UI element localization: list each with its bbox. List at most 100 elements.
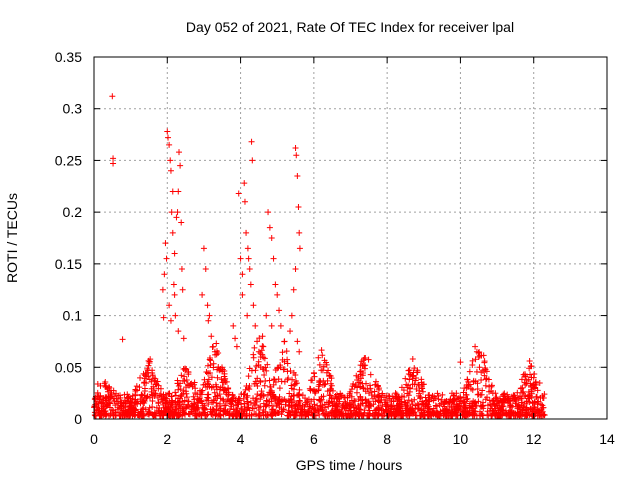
noise-point (358, 412, 365, 419)
noise-point (216, 366, 223, 373)
noise-point (422, 394, 429, 401)
noise-point (242, 386, 249, 393)
noise-point (220, 411, 227, 418)
noise-point (321, 357, 328, 364)
noise-point (356, 406, 363, 413)
noise-point (512, 400, 519, 407)
noise-point (326, 387, 333, 394)
data-point (360, 357, 367, 364)
noise-point (241, 400, 248, 407)
data-point (169, 188, 176, 195)
noise-point (251, 380, 258, 387)
noise-point (500, 396, 507, 403)
noise-point (201, 376, 208, 383)
y-tick-label: 0.1 (63, 308, 83, 324)
noise-point (133, 383, 140, 390)
noise-point (112, 402, 119, 409)
data-point (409, 356, 416, 363)
noise-point (367, 371, 374, 378)
noise-point (308, 377, 315, 384)
noise-point (134, 398, 141, 405)
noise-point (261, 355, 268, 362)
noise-point (476, 364, 483, 371)
data-point (281, 338, 288, 345)
noise-point (342, 400, 349, 407)
y-tick-label: 0.15 (55, 256, 82, 272)
noise-point (244, 392, 251, 399)
noise-point (258, 388, 265, 395)
noise-point (365, 356, 372, 363)
noise-point (100, 404, 107, 411)
noise-point (302, 399, 309, 406)
x-tick-label: 4 (237, 431, 245, 447)
noise-point (122, 400, 129, 407)
noise-point (353, 411, 360, 418)
noise-point (465, 382, 472, 389)
noise-point (344, 412, 351, 419)
noise-point (521, 392, 528, 399)
x-axis-label: GPS time / hours (296, 457, 403, 473)
noise-point (395, 408, 402, 415)
noise-point (363, 380, 370, 387)
noise-point (395, 394, 402, 401)
noise-point (160, 391, 167, 398)
noise-point (205, 401, 212, 408)
noise-point (379, 402, 386, 409)
noise-point (407, 371, 414, 378)
data-point (166, 141, 173, 148)
noise-point (472, 356, 479, 363)
noise-point (143, 380, 150, 387)
noise-point (125, 412, 132, 419)
noise-point (529, 411, 536, 418)
noise-point (493, 394, 500, 401)
noise-point (288, 385, 295, 392)
noise-point (519, 399, 526, 406)
noise-point (421, 403, 428, 410)
x-tick-label: 8 (383, 431, 391, 447)
data-point (259, 333, 266, 340)
noise-point (499, 407, 506, 414)
noise-point (281, 366, 288, 373)
noise-point (518, 376, 525, 383)
noise-point (372, 381, 379, 388)
noise-point (405, 409, 412, 416)
noise-point (480, 405, 487, 412)
noise-point (364, 386, 371, 393)
data-point (239, 271, 246, 278)
noise-point (446, 406, 453, 413)
noise-point (175, 383, 182, 390)
noise-point (149, 367, 156, 374)
data-point (206, 312, 213, 319)
noise-point (244, 398, 251, 405)
noise-point (473, 402, 480, 409)
noise-point (315, 354, 322, 361)
data-point (167, 317, 174, 324)
noise-point (331, 411, 338, 418)
noise-point (155, 399, 162, 406)
noise-point (441, 401, 448, 408)
noise-point (286, 402, 293, 409)
noise-point (520, 371, 527, 378)
noise-point (419, 388, 426, 395)
noise-point (439, 406, 446, 413)
noise-point (514, 405, 521, 412)
noise-point (292, 378, 299, 385)
noise-point (236, 409, 243, 416)
noise-point (522, 381, 529, 388)
noise-point (478, 391, 485, 398)
noise-point (260, 406, 267, 413)
noise-point (501, 390, 508, 397)
noise-point (104, 388, 111, 395)
noise-point (351, 383, 358, 390)
data-point (472, 343, 479, 350)
noise-point (412, 377, 419, 384)
data-point (274, 291, 281, 298)
noise-point (271, 376, 278, 383)
data-point (232, 335, 239, 342)
noise-point (347, 400, 354, 407)
noise-point (425, 405, 432, 412)
noise-point (531, 370, 538, 377)
noise-point (529, 406, 536, 413)
noise-point (481, 372, 488, 379)
noise-point (412, 412, 419, 419)
